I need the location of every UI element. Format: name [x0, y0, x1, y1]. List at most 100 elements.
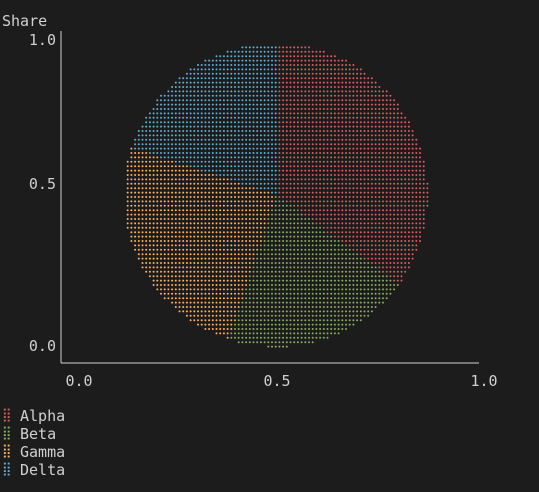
- pie-dot: [278, 143, 281, 146]
- pie-dot: [322, 253, 325, 256]
- pie-dot: [189, 297, 192, 300]
- pie-dot: [322, 319, 325, 322]
- pie-dot: [285, 187, 288, 190]
- pie-dot: [263, 64, 266, 66]
- pie-dot: [382, 253, 384, 256]
- pie-dot: [319, 174, 322, 176]
- pie-dot: [378, 94, 381, 97]
- pie-dot: [130, 169, 133, 172]
- pie-dot: [185, 222, 188, 225]
- pie-dot: [359, 297, 362, 300]
- pie-dot: [304, 178, 307, 181]
- pie-dot: [308, 319, 310, 322]
- pie-dot: [308, 116, 310, 119]
- pie-dot: [189, 314, 192, 317]
- pie-dot: [263, 121, 266, 124]
- pie-dot: [222, 134, 225, 137]
- pie-dot: [167, 99, 170, 102]
- pie-dot: [363, 121, 366, 124]
- pie-dot: [326, 130, 329, 132]
- pie-dot: [252, 209, 255, 212]
- pie-dot: [197, 301, 199, 304]
- pie-dot: [163, 262, 166, 264]
- pie-dot: [326, 72, 329, 75]
- pie-dot: [256, 257, 259, 260]
- pie-dot: [252, 275, 255, 278]
- pie-dot: [326, 244, 329, 247]
- pie-dot: [252, 50, 255, 53]
- pie-dot: [285, 323, 288, 326]
- pie-dot: [156, 103, 159, 106]
- pie-dot: [219, 314, 222, 317]
- pie-dot: [263, 165, 266, 168]
- pie-dot: [274, 257, 277, 260]
- pie-dot: [419, 218, 421, 220]
- pie-dot: [174, 152, 177, 154]
- pie-dot: [415, 240, 418, 242]
- pie-dot: [422, 204, 425, 207]
- pie-dot: [185, 314, 188, 317]
- pie-dot: [163, 121, 166, 124]
- pie-dot: [237, 244, 240, 247]
- pie-dot: [382, 130, 384, 132]
- pie-dot: [422, 174, 425, 176]
- pie-dot: [256, 191, 259, 194]
- pie-dot: [252, 253, 255, 256]
- pie-dot: [400, 134, 403, 137]
- pie-dot: [259, 182, 262, 185]
- pie-dot: [300, 262, 303, 264]
- pie-dot: [337, 204, 340, 207]
- pie-dot: [322, 336, 325, 339]
- pie-dot: [263, 209, 266, 212]
- pie-dot: [252, 147, 255, 150]
- pie-dot: [230, 222, 233, 225]
- pie-dot: [156, 165, 159, 168]
- pie-dot: [245, 279, 248, 282]
- pie-dot: [259, 55, 262, 58]
- pie-dot: [148, 235, 151, 238]
- pie-dot: [330, 288, 333, 291]
- pie-dot: [382, 275, 384, 278]
- pie-dot: [156, 204, 159, 207]
- pie-dot: [193, 262, 196, 264]
- pie-dot: [359, 231, 362, 234]
- pie-dot: [211, 72, 214, 75]
- pie-dot: [185, 99, 188, 102]
- pie-dot: [256, 169, 259, 172]
- pie-dot: [282, 204, 285, 207]
- pie-dot: [282, 174, 285, 176]
- pie-dot: [278, 226, 281, 229]
- pie-dot: [259, 292, 262, 295]
- pie-dot: [333, 138, 336, 141]
- pie-dot: [152, 244, 155, 247]
- pie-dot: [222, 138, 225, 141]
- pie-dot: [348, 182, 351, 185]
- pie-dot: [252, 319, 255, 322]
- pie-dot: [126, 200, 129, 203]
- pie-dot: [396, 209, 399, 212]
- pie-dot: [333, 292, 336, 295]
- pie-dot: [167, 165, 170, 168]
- pie-dot: [393, 288, 396, 291]
- pie-dot: [215, 68, 218, 71]
- legend-item-beta: ⣿ Beta: [2, 425, 65, 443]
- pie-dot: [293, 319, 296, 322]
- pie-dot: [208, 262, 211, 264]
- pie-dot: [282, 156, 285, 159]
- pie-dot: [319, 235, 322, 238]
- pie-dot: [326, 160, 329, 163]
- pie-dot: [222, 152, 225, 154]
- pie-dot: [219, 301, 222, 304]
- pie-dot: [393, 262, 396, 264]
- pie-dot: [263, 182, 266, 185]
- pie-dot: [400, 222, 403, 225]
- pie-dot: [271, 72, 273, 75]
- pie-dot: [208, 279, 211, 282]
- pie-dot: [356, 112, 359, 115]
- pie-dot: [141, 191, 144, 194]
- pie-dot: [359, 284, 362, 286]
- pie-dot: [333, 130, 336, 132]
- pie-dot: [345, 130, 347, 132]
- pie-dot: [197, 165, 199, 168]
